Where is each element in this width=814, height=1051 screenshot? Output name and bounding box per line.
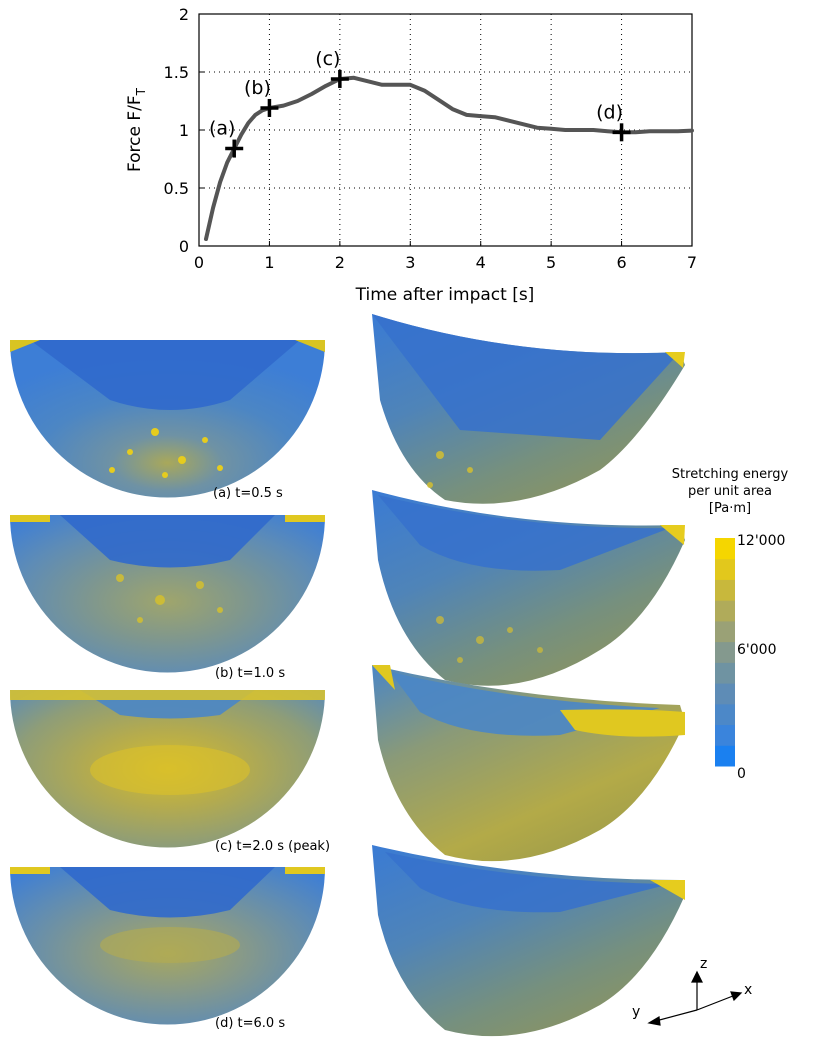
panel-c-2d [10,690,325,848]
caption-b: (b) t=1.0 s [215,666,285,681]
colorbar-mid-label: 6'000 [737,642,776,658]
x-tick-label: 7 [687,253,697,272]
colorbar-segment [715,538,735,560]
marker-cross [612,123,631,142]
colorbar-segment [715,579,735,601]
y-tick-label: 1.5 [164,63,189,82]
axis-z-label: z [700,956,707,972]
colorbar-min-label: 0 [737,766,746,782]
panel-b-3d [372,490,685,686]
panel-d-2d [10,867,325,1025]
axis-y-label: y [632,1004,640,1020]
panel-c-3d [372,665,685,862]
x-tick-label: 0 [194,253,204,272]
axes-triad [647,970,743,1026]
panel-a-3d [372,314,685,504]
y-tick-label: 2 [179,5,189,24]
colorbar-max-label: 12'000 [737,533,785,549]
marker-cross [225,139,244,158]
marker-label: (d) [596,101,623,123]
caption-d: (d) t=6.0 s [215,1016,285,1031]
marker-cross [330,69,349,88]
colorbar [715,538,735,767]
caption-c: (c) t=2.0 s (peak) [215,839,330,854]
panel-a-2d [10,340,325,498]
panel-b-2d [10,515,325,673]
colorbar-segment [715,620,735,643]
colorbar-segment [715,662,735,684]
force-chart: 0 1 2 3 4 5 6 7 0 0.5 1 1.5 2 (a) (b) (c) (d) Time aft… [125,5,697,305]
colorbar-segment [715,724,735,746]
y-tick-label: 0.5 [164,179,189,198]
colorbar-segment [715,558,735,580]
svg-text:Stretching energy: Stretching energy [672,467,789,482]
colorbar-title: Stretching energy per unit area [Pa·m] [672,467,789,516]
colorbar-segment [715,683,735,705]
series-line [204,75,694,241]
marker-cross [260,98,279,117]
x-tick-label: 2 [335,253,345,272]
colorbar-segment [715,600,735,622]
y-tick-label: 1 [179,121,189,140]
svg-text:per unit area: per unit area [688,484,772,499]
colorbar-segment [715,745,735,767]
x-ticks: 0 1 2 3 4 5 6 7 [194,241,697,272]
y-axis-label: Force F/FT [125,87,148,172]
colorbar-segment [715,641,735,663]
x-tick-label: 5 [546,253,556,272]
svg-text:[Pa·m]: [Pa·m] [709,501,751,516]
marker-label: (b) [244,77,271,99]
colorbar-segment [715,703,735,726]
caption-a: (a) t=0.5 s [213,486,283,501]
x-tick-label: 1 [264,253,274,272]
markers: (a) (b) (c) (d) [209,48,631,158]
x-axis-label: Time after impact [s] [355,285,535,305]
x-tick-label: 4 [476,253,486,272]
panel-d-3d [372,845,685,1037]
axis-x-label: x [744,982,752,998]
grid-lines [199,14,692,246]
y-tick-label: 0 [179,237,189,256]
x-tick-label: 3 [405,253,415,272]
marker-label: (c) [315,48,340,70]
marker-label: (a) [209,118,235,140]
plot-frame [198,13,693,247]
x-tick-label: 6 [616,253,626,272]
y-ticks: 0 0.5 1 1.5 2 [164,5,204,256]
